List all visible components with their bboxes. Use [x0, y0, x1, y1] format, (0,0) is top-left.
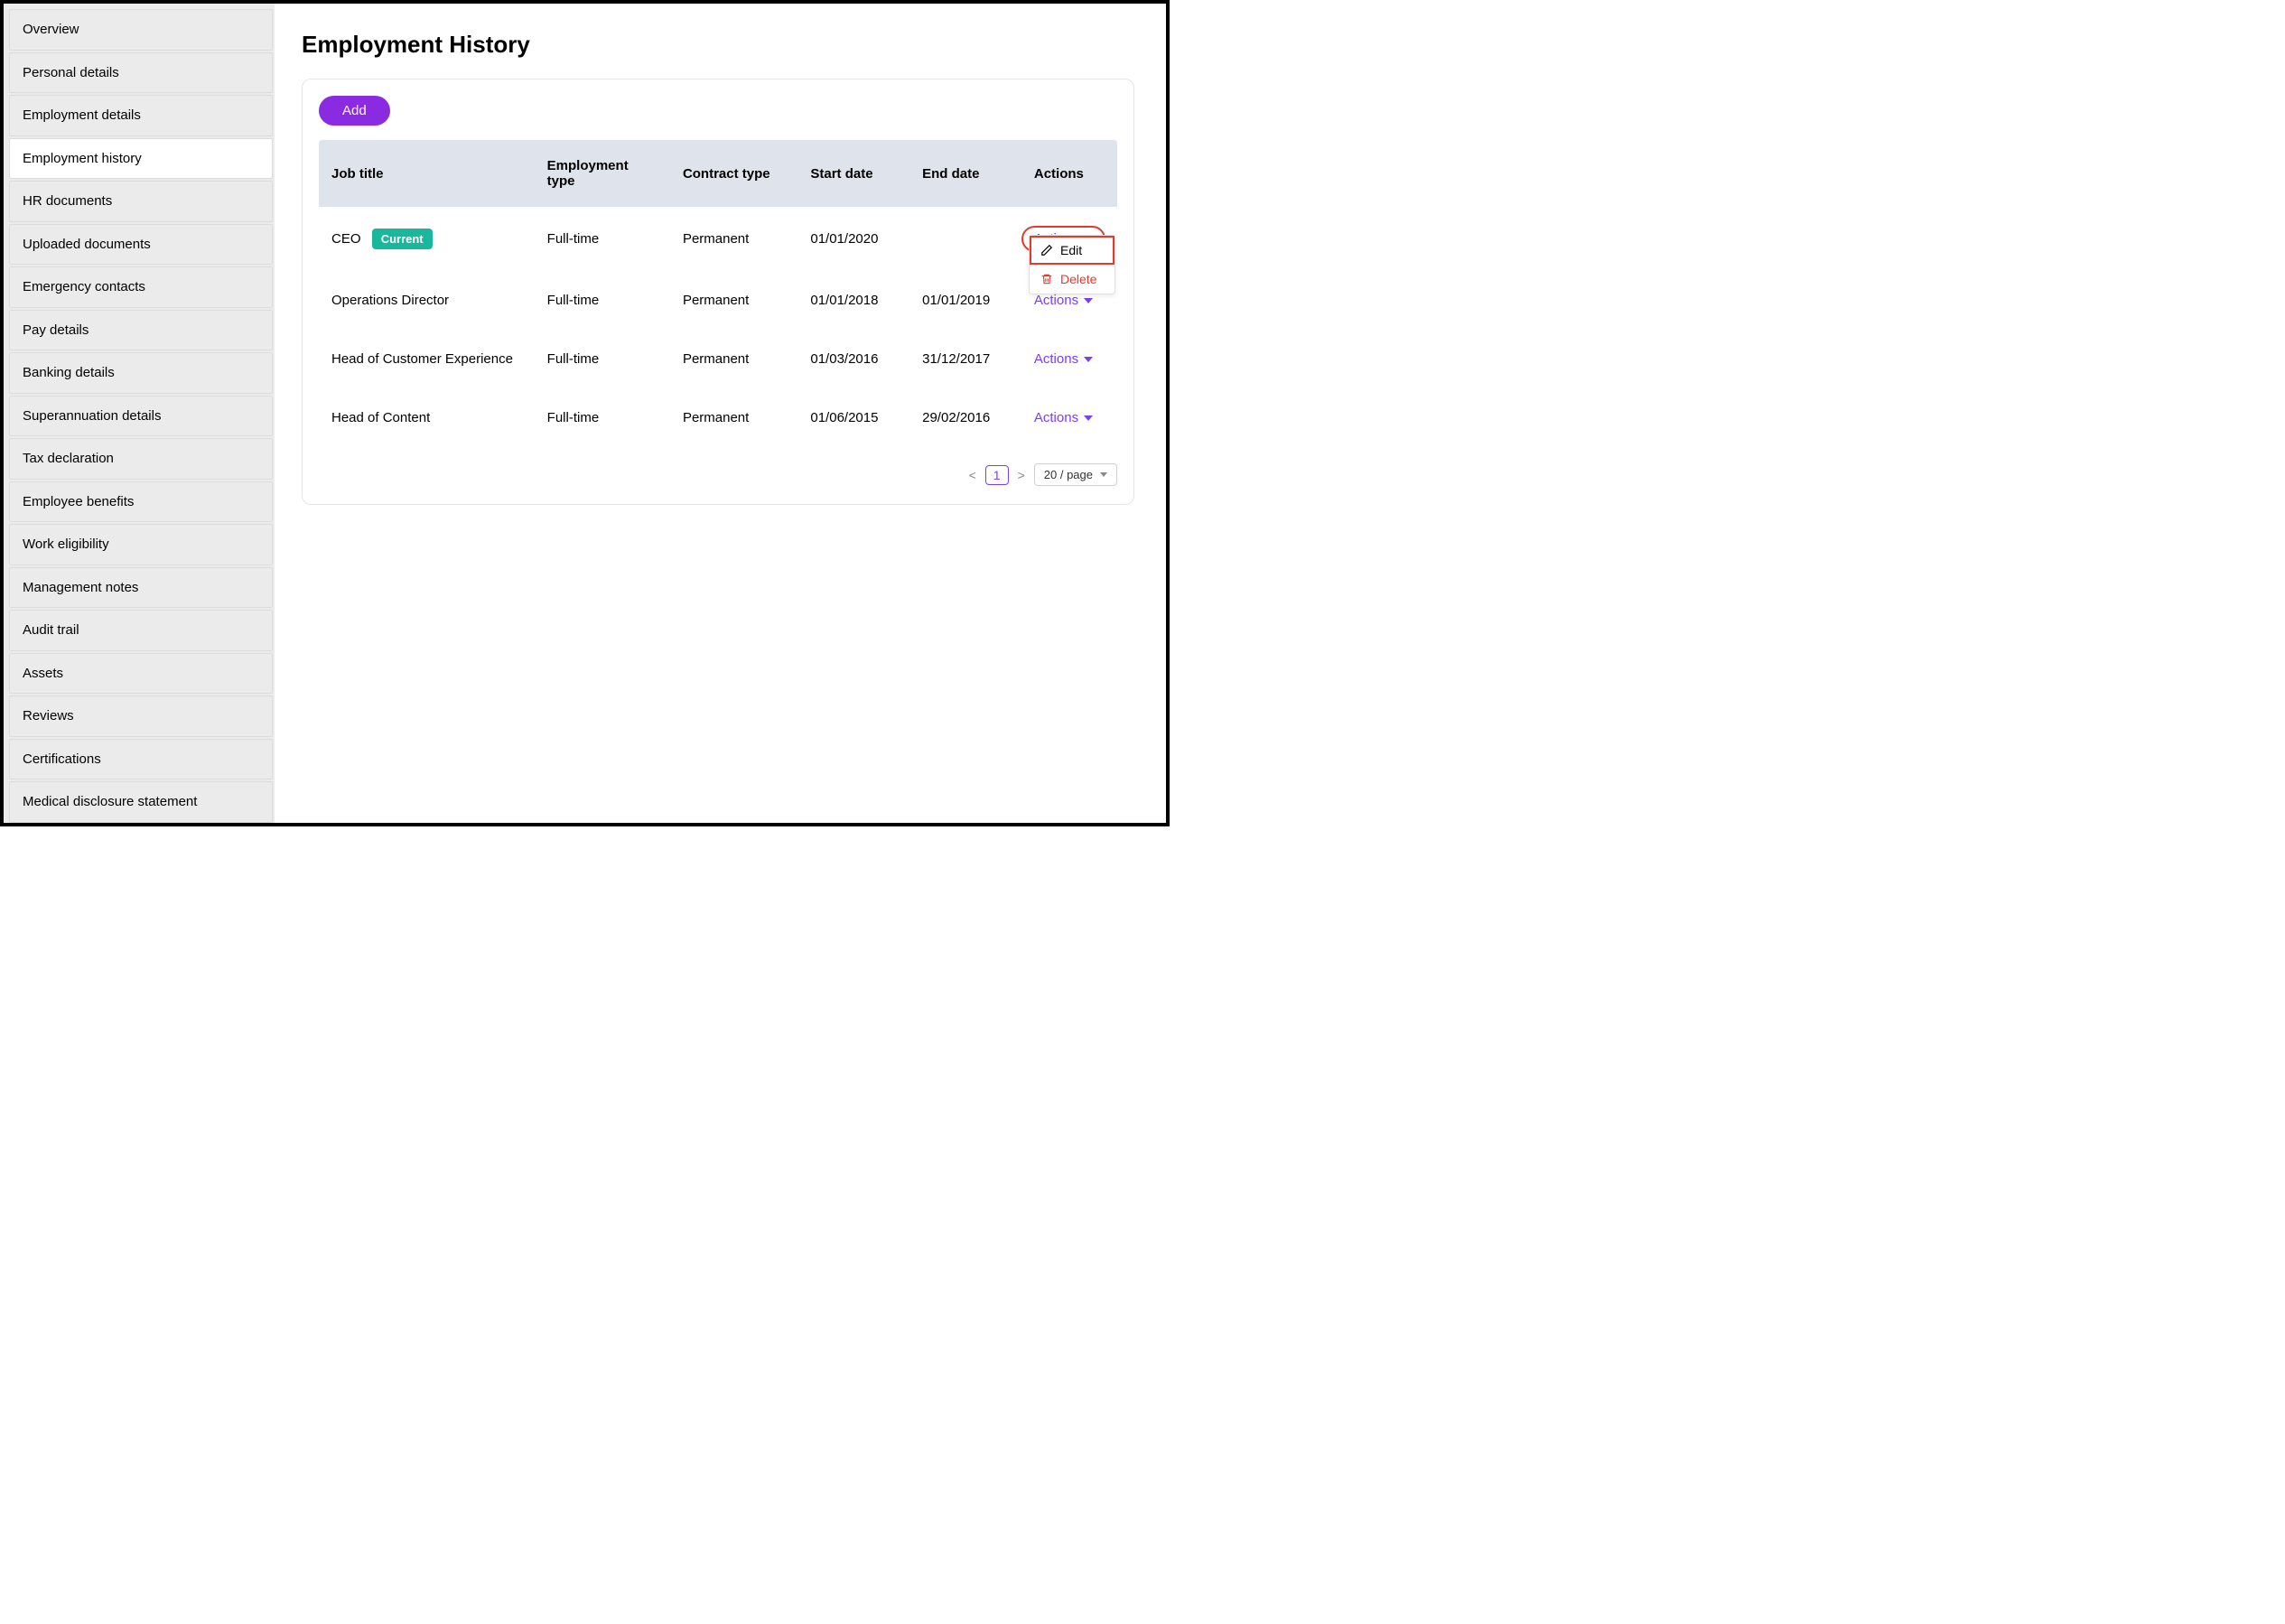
cell-end-date: 31/12/2017 [909, 330, 1021, 388]
col-contract-type: Contract type [670, 140, 797, 207]
cell-job-title: Operations Director [319, 271, 535, 330]
caret-down-icon [1084, 357, 1093, 362]
pagination: < 1 > 20 / page [319, 463, 1117, 486]
pencil-icon [1040, 244, 1053, 257]
sidebar-item-employment-details[interactable]: Employment details [9, 95, 273, 136]
cell-contract-type: Permanent [670, 388, 797, 447]
sidebar-item-management-notes[interactable]: Management notes [9, 567, 273, 609]
cell-employment-type: Full-time [535, 207, 670, 271]
table-row: Operations Director Full-time Permanent … [319, 271, 1117, 330]
cell-contract-type: Permanent [670, 330, 797, 388]
cell-job-title: Head of Customer Experience [319, 330, 535, 388]
cell-job-title: CEO [331, 231, 361, 247]
employment-history-card: Add Job title [302, 79, 1134, 505]
sidebar: Overview Personal details Employment det… [4, 4, 275, 823]
col-start-date: Start date [797, 140, 909, 207]
sidebar-item-banking-details[interactable]: Banking details [9, 352, 273, 394]
caret-down-icon [1084, 298, 1093, 303]
cell-start-date: 01/01/2020 [797, 207, 909, 271]
sidebar-item-superannuation-details[interactable]: Superannuation details [9, 396, 273, 437]
dropdown-delete[interactable]: Delete [1030, 265, 1115, 294]
table-row: CEO Current Full-time Permanent 01/01/20… [319, 207, 1117, 271]
add-button[interactable]: Add [319, 96, 390, 126]
sidebar-item-overview[interactable]: Overview [9, 9, 273, 51]
sidebar-item-emergency-contacts[interactable]: Emergency contacts [9, 266, 273, 308]
employment-history-table: Job title Employment type Contract type … [319, 140, 1117, 447]
actions-dropdown: Edit Delete [1029, 235, 1115, 294]
cell-start-date: 01/06/2015 [797, 388, 909, 447]
trash-icon [1040, 273, 1053, 285]
sidebar-item-audit-trail[interactable]: Audit trail [9, 610, 273, 651]
cell-contract-type: Permanent [670, 207, 797, 271]
page-title: Employment History [302, 31, 1134, 59]
pagination-prev[interactable]: < [969, 468, 976, 482]
col-end-date: End date [909, 140, 1021, 207]
pagination-page-size-label: 20 / page [1044, 468, 1093, 481]
row-actions-button[interactable]: Actions [1034, 293, 1093, 308]
pagination-current-page[interactable]: 1 [985, 465, 1009, 485]
current-badge: Current [372, 229, 433, 249]
table-row: Head of Customer Experience Full-time Pe… [319, 330, 1117, 388]
sidebar-item-reviews[interactable]: Reviews [9, 695, 273, 737]
cell-employment-type: Full-time [535, 388, 670, 447]
cell-end-date [909, 207, 1021, 271]
col-actions: Actions [1021, 140, 1117, 207]
sidebar-item-medical-disclosure-statement[interactable]: Medical disclosure statement [9, 781, 273, 823]
row-actions-button[interactable]: Actions [1034, 351, 1093, 367]
cell-end-date: 01/01/2019 [909, 271, 1021, 330]
actions-label: Actions [1034, 351, 1078, 367]
pagination-page-size[interactable]: 20 / page [1034, 463, 1117, 486]
sidebar-item-certifications[interactable]: Certifications [9, 739, 273, 780]
row-actions-button[interactable]: Actions [1034, 410, 1093, 425]
chevron-down-icon [1100, 472, 1107, 477]
col-employment-type: Employment type [535, 140, 670, 207]
cell-employment-type: Full-time [535, 271, 670, 330]
sidebar-item-employment-history[interactable]: Employment history [9, 138, 273, 180]
sidebar-item-personal-details[interactable]: Personal details [9, 52, 273, 94]
actions-label: Actions [1034, 410, 1078, 425]
cell-start-date: 01/01/2018 [797, 271, 909, 330]
cell-employment-type: Full-time [535, 330, 670, 388]
sidebar-item-assets[interactable]: Assets [9, 653, 273, 695]
caret-down-icon [1084, 415, 1093, 421]
sidebar-item-leave-requests[interactable]: Leave requests [9, 825, 273, 827]
sidebar-item-tax-declaration[interactable]: Tax declaration [9, 438, 273, 480]
cell-start-date: 01/03/2016 [797, 330, 909, 388]
cell-end-date: 29/02/2016 [909, 388, 1021, 447]
sidebar-item-pay-details[interactable]: Pay details [9, 310, 273, 351]
dropdown-edit-label: Edit [1060, 243, 1082, 257]
sidebar-item-uploaded-documents[interactable]: Uploaded documents [9, 224, 273, 266]
dropdown-edit[interactable]: Edit [1030, 236, 1115, 265]
main-content: Employment History Add [275, 4, 1166, 823]
pagination-next[interactable]: > [1018, 468, 1025, 482]
sidebar-item-hr-documents[interactable]: HR documents [9, 181, 273, 222]
cell-job-title: Head of Content [319, 388, 535, 447]
sidebar-item-work-eligibility[interactable]: Work eligibility [9, 524, 273, 565]
dropdown-delete-label: Delete [1060, 272, 1096, 286]
actions-label: Actions [1034, 293, 1078, 308]
cell-contract-type: Permanent [670, 271, 797, 330]
table-row: Head of Content Full-time Permanent 01/0… [319, 388, 1117, 447]
sidebar-item-employee-benefits[interactable]: Employee benefits [9, 481, 273, 523]
col-job-title: Job title [319, 140, 535, 207]
